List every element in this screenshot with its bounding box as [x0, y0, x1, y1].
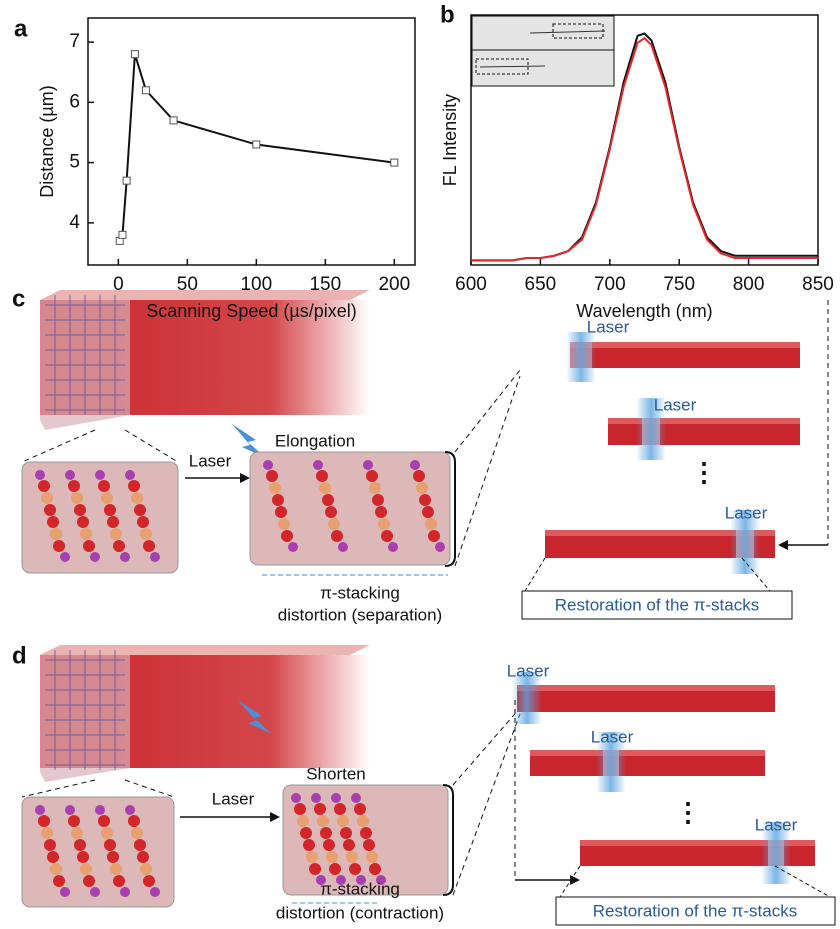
action-label: Shorten: [306, 764, 366, 783]
diagram-d: Laser Shorten π-stacking distortion (con…: [22, 645, 835, 925]
data-point: [170, 117, 177, 124]
beam-label: Laser: [654, 395, 697, 414]
diagram-c: Laser Elongation π-stacking distortion (…: [22, 290, 828, 624]
panel-label: c: [12, 285, 25, 312]
panel-label: a: [14, 15, 28, 42]
ellipsis: ⋮: [675, 797, 701, 827]
action-label: Elongation: [275, 431, 355, 450]
x-tick-label: 650: [525, 274, 557, 295]
caption: distortion (separation): [278, 605, 442, 624]
x-tick-label: 200: [378, 274, 410, 295]
y-tick-label: 6: [69, 91, 80, 112]
ellipsis: ⋮: [691, 457, 717, 487]
figure: a b c d Laser Elongation π-stacking dist…: [0, 0, 840, 929]
beam-label: Laser: [725, 503, 768, 522]
caption: π-stacking: [320, 583, 400, 602]
caption: π-stacking: [320, 879, 400, 898]
y-tick-label: 4: [69, 212, 80, 233]
x-tick-label: 0: [113, 274, 124, 295]
data-point: [391, 159, 398, 166]
inset: [472, 16, 614, 86]
caption: distortion (contraction): [276, 903, 444, 922]
data-point: [131, 51, 138, 58]
x-tick-label: 150: [309, 274, 341, 295]
x-tick-label: 800: [733, 274, 765, 295]
laser-label: Laser: [212, 789, 255, 808]
beam-label: Laser: [507, 661, 550, 680]
y-tick-label: 7: [69, 31, 80, 52]
beam-label: Laser: [591, 727, 634, 746]
x-tick-label: 700: [594, 274, 626, 295]
data-point: [142, 87, 149, 94]
panel-label: b: [440, 1, 455, 28]
x-tick-label: 750: [663, 274, 695, 295]
y-axis-label: FL Intensity: [440, 94, 460, 186]
x-axis-label: Scanning Speed (µs/pixel): [146, 301, 357, 321]
y-tick-label: 5: [69, 152, 80, 173]
y-axis-label: Distance (µm): [37, 85, 57, 197]
x-tick-label: 50: [177, 274, 198, 295]
data-point: [253, 141, 260, 148]
data-point: [119, 231, 126, 238]
panel-label: d: [12, 642, 27, 669]
data-point: [123, 177, 130, 184]
x-tick-label: 850: [802, 274, 834, 295]
x-tick-label: 100: [240, 274, 272, 295]
beam-label: Laser: [755, 815, 798, 834]
x-tick-label: 600: [455, 274, 487, 295]
restoration-label: Restoration of the π-stacks: [593, 901, 797, 920]
restoration-label: Restoration of the π-stacks: [555, 595, 759, 614]
x-axis-label: Wavelength (nm): [576, 301, 712, 321]
laser-label: Laser: [189, 451, 232, 470]
